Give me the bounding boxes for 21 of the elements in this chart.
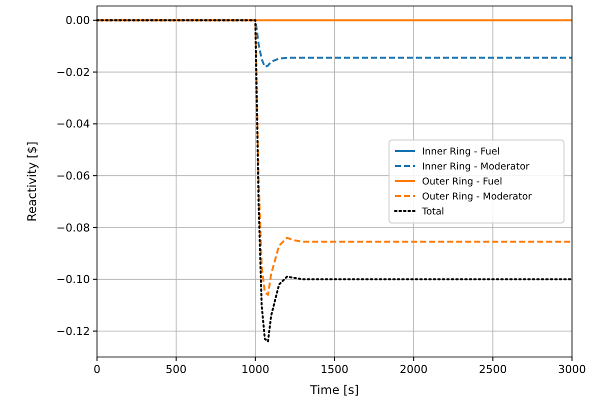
- x-tick-label: 1000: [241, 363, 270, 376]
- y-tick-label: −0.08: [56, 221, 90, 234]
- x-tick-label: 2500: [478, 363, 507, 376]
- y-tick-label: −0.06: [56, 170, 90, 183]
- y-tick-label: −0.10: [56, 273, 90, 286]
- y-tick-label: 0.00: [66, 14, 90, 28]
- y-tick-label: −0.04: [56, 118, 90, 131]
- legend-label: Outer Ring - Fuel: [422, 176, 502, 188]
- x-tick-label: 2000: [400, 363, 428, 376]
- x-tick-label: 0: [94, 363, 100, 376]
- x-tick-label: 1500: [320, 363, 348, 376]
- x-axis-title: Time [s]: [309, 383, 359, 397]
- legend-label: Total: [421, 206, 444, 218]
- x-tick-label: 500: [166, 363, 187, 376]
- y-tick-label: −0.12: [56, 324, 90, 338]
- legend-label: Inner Ring - Fuel: [422, 146, 500, 158]
- legend-label: Outer Ring - Moderator: [422, 191, 532, 202]
- x-tick-label: 3000: [558, 363, 586, 376]
- legend-label: Inner Ring - Moderator: [422, 161, 530, 172]
- y-tick-label: −0.02: [56, 66, 90, 79]
- y-axis-title: Reactivity [$]: [25, 141, 39, 222]
